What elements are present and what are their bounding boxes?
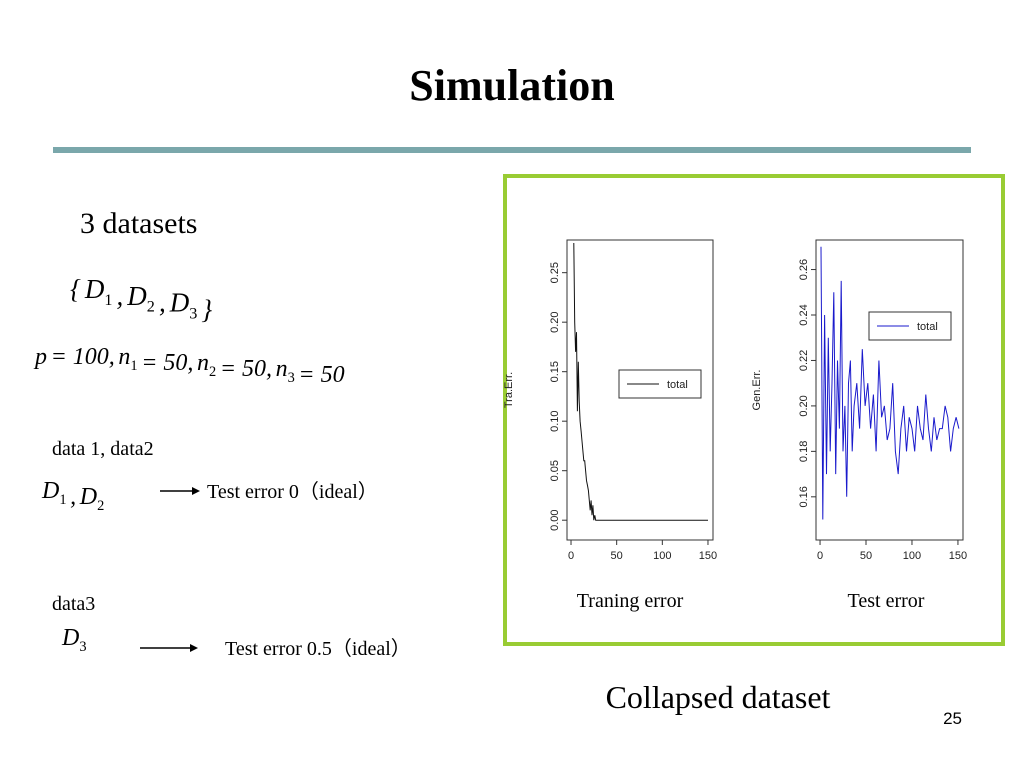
formula: D3: [61, 625, 87, 655]
formula-subscript: 1: [104, 291, 112, 309]
y-tick-label: 0.05: [549, 460, 561, 481]
x-tick-label: 0: [568, 550, 574, 562]
formula-token: p: [33, 344, 47, 370]
formula-token: ,: [70, 484, 76, 510]
x-tick-label: 150: [699, 550, 717, 562]
formula-token: n: [276, 356, 288, 382]
formula: {D1, D2, D3}: [70, 274, 212, 324]
data-line: [573, 242, 708, 521]
plot: Gen.Err. 0 50 100 150 0.16 0.18 0.20 0.22 0.24 0.2…: [751, 239, 967, 562]
formula-token: n: [118, 344, 130, 370]
formula-token: {: [70, 274, 81, 304]
y-tick-label: 0.16: [798, 486, 810, 507]
x-tick-label: 0: [817, 550, 823, 562]
y-tick-label: 0.22: [798, 350, 810, 371]
x-tick-label: 100: [903, 550, 921, 562]
title-rule: [53, 147, 971, 153]
plot: Tra.Err. 0 50 100 150 0.00 0.05 0.10 0.15 0.20 0.2…: [503, 239, 717, 562]
case-label: data 1, data2: [52, 438, 154, 460]
formula-token: = 50,: [141, 350, 193, 376]
formula-token: = 100,: [51, 344, 115, 370]
formula-subscript: 2: [97, 498, 104, 514]
footer: Collapsed dataset: [606, 679, 831, 715]
caption: Test error: [848, 590, 925, 612]
figure-frame: [503, 174, 1005, 646]
y-tick-label: 0.25: [549, 262, 561, 283]
formula-token: D: [169, 288, 190, 318]
intro: 3 datasets: [80, 207, 197, 240]
data-line: [820, 246, 960, 520]
slide-title: Simulation: [409, 61, 614, 110]
formula-token: D: [84, 274, 105, 304]
y-tick-label: 0.18: [798, 441, 810, 462]
formula-token: D: [61, 625, 79, 651]
arrow-head: [190, 644, 198, 652]
formula-token: D: [79, 484, 97, 510]
case-result: Test error 0（ideal）: [207, 480, 378, 503]
caption: Traning error: [577, 590, 684, 612]
y-tick-label: 0.10: [549, 410, 561, 431]
y-tick-label: 0.26: [798, 259, 810, 280]
formula-token: ,: [117, 281, 124, 311]
formula-token: ,: [159, 288, 166, 318]
formula-token: n: [197, 350, 209, 376]
formula-subscript: 1: [130, 358, 137, 374]
plot-frame: [815, 239, 964, 541]
arrow-head: [192, 487, 200, 495]
y-tick-label: 0.20: [798, 395, 810, 416]
formula: D1, D2: [41, 478, 104, 514]
formula-subscript: 3: [288, 370, 295, 386]
formula-token: D: [126, 281, 147, 311]
x-tick-label: 50: [860, 550, 872, 562]
formula-token: D: [41, 478, 59, 504]
x-tick-label: 150: [949, 550, 967, 562]
formula: p = 100, n1 = 50, n2 = 50, n3 = 50: [33, 344, 345, 388]
case-result: Test error 0.5（ideal）: [225, 637, 411, 660]
plot-frame: [566, 239, 714, 541]
page-number: 25: [943, 709, 962, 728]
formula-token: = 50: [298, 362, 344, 388]
case-label: data3: [52, 593, 95, 615]
y-tick-label: 0.15: [549, 361, 561, 382]
formula-subscript: 3: [189, 304, 197, 322]
x-tick-label: 100: [653, 550, 671, 562]
y-tick-label: 0.20: [549, 311, 561, 332]
x-tick-label: 50: [611, 550, 623, 562]
y-tick-label: 0.00: [549, 509, 561, 530]
legend-label: total: [667, 379, 688, 391]
formula-subscript: 2: [209, 364, 216, 380]
formula-subscript: 1: [59, 492, 66, 508]
formula-subscript: 3: [79, 639, 86, 655]
formula-token: = 50,: [220, 356, 272, 382]
formula-subscript: 2: [147, 298, 155, 316]
y-axis-label: Gen.Err.: [751, 370, 763, 411]
y-axis-label: Tra.Err.: [503, 372, 515, 408]
y-tick-label: 0.24: [798, 304, 810, 325]
formula-token: }: [201, 294, 212, 324]
legend-label: total: [917, 321, 938, 333]
